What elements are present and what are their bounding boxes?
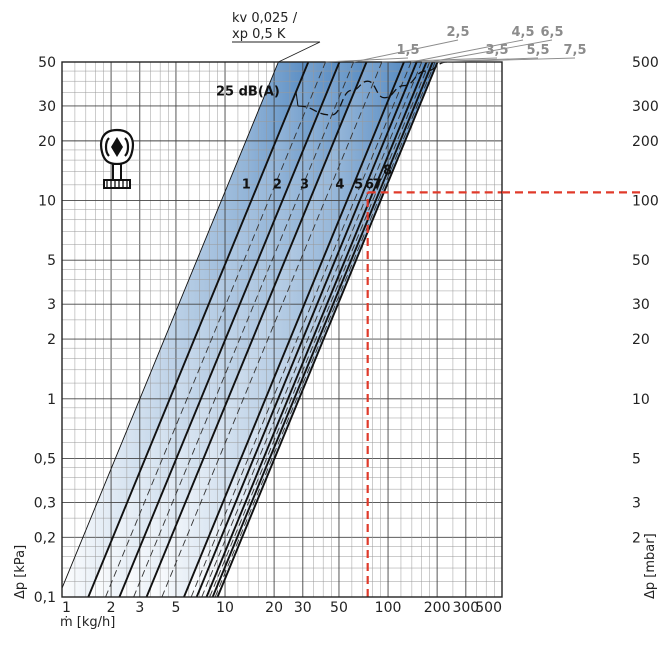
top-label-leader <box>325 57 409 63</box>
y-left-tick-label: 10 <box>38 194 56 210</box>
curve-label-3: 3 <box>300 178 309 193</box>
y-right-tick-label: 2 <box>632 530 641 546</box>
grid <box>62 62 502 597</box>
top-label-leader <box>429 39 553 63</box>
curve-label-7: 7 <box>373 178 382 193</box>
top-label-leader <box>435 57 576 63</box>
x-tick-label: 100 <box>375 600 402 616</box>
curve-label-6: 6 <box>365 178 374 193</box>
labels: 0,1 0,2 0,3 0,5 1 2 3 5 10 20 30 50 2 3 5 10 20 30 50 100 20… <box>13 11 659 630</box>
noise-curve-group <box>297 62 448 116</box>
y-left-tick-label: 3 <box>47 297 56 313</box>
y-right-tick-label: 300 <box>632 99 659 115</box>
y-right-tick-label: 5 <box>632 451 641 467</box>
setting-band <box>146 62 404 597</box>
y-right-tick-label: 10 <box>632 392 650 408</box>
x-tick-label: 300 <box>452 600 479 616</box>
setting-curve-4 <box>183 62 405 597</box>
y-right-tick-label: 3 <box>632 495 641 511</box>
y-right-tick-label: 500 <box>632 55 659 71</box>
noise-label-leader <box>295 91 299 107</box>
x-tick-label: 30 <box>294 600 312 616</box>
y-left-tick-label: 0,1 <box>34 590 56 606</box>
setting-band <box>88 62 340 597</box>
setting-curve-2 <box>118 62 341 597</box>
x-tick-label: 50 <box>330 600 348 616</box>
plot-frame <box>61 61 503 598</box>
intermediate-line-2-5 <box>133 62 355 597</box>
setting-band <box>183 62 417 597</box>
reference-line <box>62 62 279 590</box>
curve-label-2: 2 <box>273 178 282 193</box>
y-left-tick-label: 50 <box>38 55 56 71</box>
curve-label-1: 1 <box>242 178 251 193</box>
setting-curve-8 <box>216 62 439 597</box>
intermediate-line-6-5 <box>209 62 431 597</box>
y-left-tick-label: 2 <box>47 332 56 348</box>
y-right-tick-label: 200 <box>632 134 659 150</box>
setting-curve-5 <box>195 62 418 597</box>
x-tick-label: 20 <box>265 600 283 616</box>
y-right-tick-label: 30 <box>632 297 650 313</box>
y-right-tick-label: 20 <box>632 332 650 348</box>
y-left-tick-label: 20 <box>38 134 56 150</box>
intermediate-line-7-5 <box>214 62 436 597</box>
intermediate-line-4-5 <box>190 62 412 597</box>
kv-label-line1: kv 0,025 / <box>232 11 298 26</box>
top-label-leader <box>411 39 524 63</box>
curve-label-4: 4 <box>335 178 344 193</box>
valve-icon <box>100 128 134 189</box>
x-tick-label: 10 <box>216 600 234 616</box>
y-left-tick-label: 0,3 <box>34 495 56 511</box>
x-tick-label: 500 <box>475 600 502 616</box>
y-right-axis-label: Δp [mbar] <box>643 533 658 599</box>
y-left-tick-label: 0,5 <box>34 451 56 467</box>
setting-band <box>119 62 367 597</box>
y-right-tick-label: 100 <box>632 194 659 210</box>
intermediate-line-1-5 <box>105 62 326 597</box>
top-label-leader <box>421 57 539 63</box>
y-left-axis-label: Δp [kPa] <box>13 545 28 599</box>
kv-label-line2: xp 0,5 K <box>232 27 286 42</box>
setting-curve-6 <box>205 62 428 597</box>
top-label-6-5: 6,5 <box>540 25 563 40</box>
curve-label-8: 8 <box>383 164 392 179</box>
top-label-5-5: 5,5 <box>526 43 549 58</box>
x-axis-label: ṁ [kg/h] <box>60 615 115 630</box>
top-label-4-5: 4,5 <box>511 25 534 40</box>
x-tick-label: 5 <box>171 600 180 616</box>
top-label-7-5: 7,5 <box>563 43 586 58</box>
top-label-3-5: 3,5 <box>485 43 508 58</box>
top-label-leader <box>353 39 459 63</box>
setting-curves <box>62 62 439 597</box>
y-left-tick-label: 5 <box>47 253 56 269</box>
noise-label: 25 dB(A) <box>216 84 280 99</box>
x-tick-label: 3 <box>135 600 144 616</box>
setting-curve-7 <box>211 62 434 597</box>
intermediate-line-5-5 <box>201 62 423 597</box>
y-left-tick-label: 30 <box>38 99 56 115</box>
setting-curve-1 <box>87 62 310 597</box>
y-right-tick-label: 50 <box>632 253 650 269</box>
kv-label-leader <box>278 41 321 63</box>
setting-band <box>62 62 309 597</box>
x-tick-label: 2 <box>107 600 116 616</box>
intermediate-line-3-5 <box>161 62 383 597</box>
curve-label-5: 5 <box>354 178 363 193</box>
top-label-2-5: 2,5 <box>446 25 469 40</box>
noise-curve <box>297 62 448 116</box>
y-left-tick-label: 1 <box>47 392 56 408</box>
example-lines <box>366 191 502 597</box>
y-left-tick-label: 0,2 <box>34 530 56 546</box>
x-tick-label: 1 <box>62 600 71 616</box>
intermediate-setting-lines <box>105 62 436 597</box>
setting-curve-3 <box>145 62 368 597</box>
x-tick-label: 200 <box>424 600 451 616</box>
